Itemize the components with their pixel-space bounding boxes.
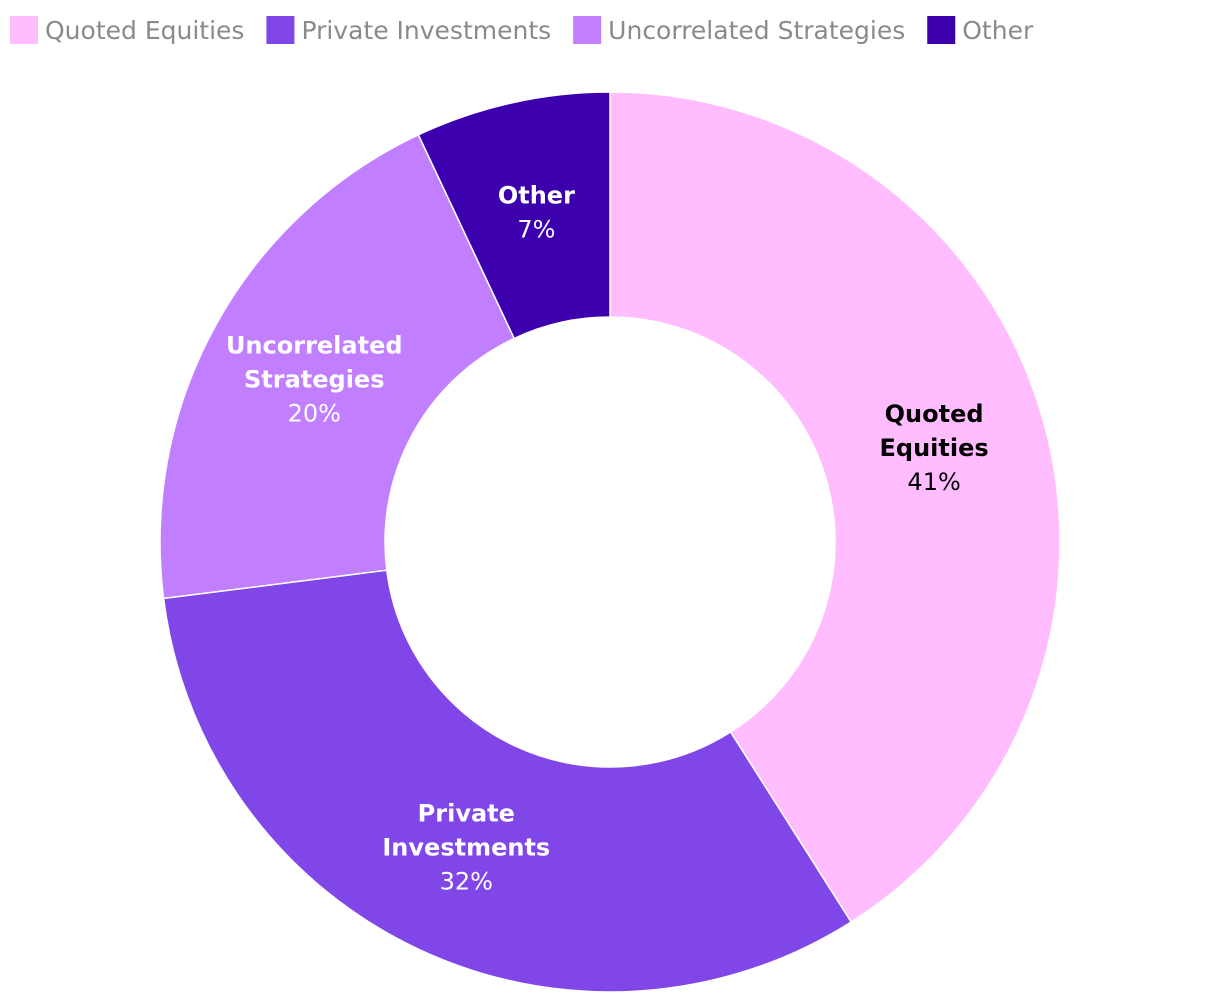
slice-value-text: 41%	[907, 468, 960, 496]
legend-item-quoted-equities: Quoted Equities	[10, 16, 244, 45]
donut-slices	[159, 91, 1061, 993]
legend-label: Quoted Equities	[45, 16, 244, 45]
legend-swatch	[927, 16, 956, 44]
slice-name-text: Equities	[880, 434, 989, 462]
legend-label: Other	[962, 16, 1034, 45]
slice-name-text: Uncorrelated	[226, 331, 403, 359]
slice-value-text: 32%	[440, 867, 493, 895]
slice-name-text: Private	[418, 799, 515, 827]
slice-name-text: Investments	[382, 833, 550, 861]
legend-swatch	[10, 16, 38, 44]
slice-label-other: Other 7%	[498, 182, 575, 244]
legend-swatch	[266, 16, 295, 44]
legend-item-private-investments: Private Investments	[266, 16, 551, 45]
slice-private-investments	[162, 569, 853, 993]
slice-labels: Quoted Equities 41% Private Investments 32% Un…	[226, 182, 989, 896]
chart-legend: Quoted Equities Private Investments Uncorr…	[10, 16, 1034, 45]
legend-label: Private Investments	[301, 16, 551, 45]
slice-label-quoted-equities: Quoted Equities 41%	[880, 400, 989, 496]
slice-label-uncorrelated-strategies: Uncorrelated Strategies 20%	[226, 331, 403, 427]
legend-item-other: Other	[927, 16, 1034, 45]
slice-quoted-equities	[609, 91, 1061, 923]
legend-swatch	[573, 16, 602, 44]
slice-name-text: Quoted	[885, 400, 984, 428]
slice-other	[417, 91, 611, 340]
legend-item-uncorrelated-strategies: Uncorrelated Strategies	[573, 16, 905, 45]
slice-label-private-investments: Private Investments 32%	[382, 799, 550, 895]
slice-name-text: Other	[498, 182, 575, 210]
slice-name-text: Strategies	[244, 365, 385, 393]
legend-label: Uncorrelated Strategies	[608, 16, 905, 45]
slice-value-text: 7%	[517, 216, 555, 244]
slice-uncorrelated-strategies	[159, 133, 516, 600]
slice-value-text: 20%	[288, 399, 341, 427]
